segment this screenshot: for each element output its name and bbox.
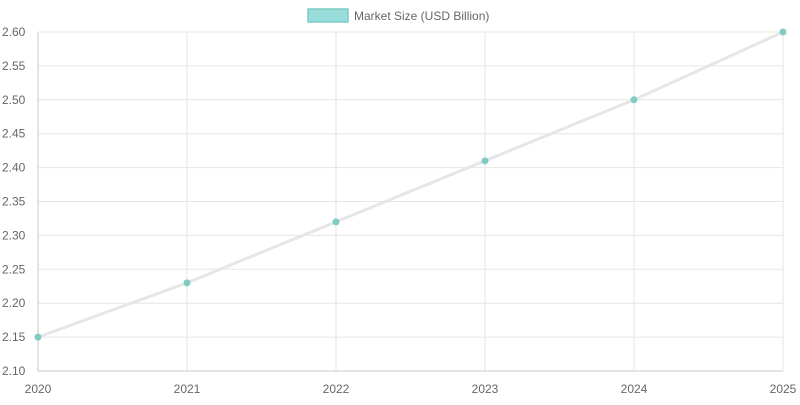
data-point[interactable] xyxy=(34,333,42,341)
y-tick-label: 2.50 xyxy=(2,93,26,107)
y-tick-label: 2.20 xyxy=(2,296,26,310)
y-tick-label: 2.30 xyxy=(2,228,26,242)
y-tick-label: 2.35 xyxy=(2,195,26,209)
y-axis-tick-labels: 2.10 2.15 2.20 2.25 2.30 2.35 2.40 2.45 2.50 2.55… xyxy=(2,25,26,378)
series-market-size xyxy=(34,28,787,341)
series-line xyxy=(37,30,784,339)
x-tick-label: 2025 xyxy=(770,382,797,396)
x-tick-label: 2024 xyxy=(621,382,648,396)
y-tick-label: 2.15 xyxy=(2,330,26,344)
x-tick-label: 2023 xyxy=(472,382,499,396)
data-point[interactable] xyxy=(183,279,191,287)
x-tick-label: 2021 xyxy=(174,382,201,396)
axes xyxy=(37,32,783,372)
y-tick-label: 2.60 xyxy=(2,25,26,39)
x-axis-tick-labels: 2020 2021 2022 2023 2024 2025 xyxy=(25,382,797,396)
legend-swatch[interactable] xyxy=(307,8,349,23)
legend-label[interactable]: Market Size (USD Billion) xyxy=(354,9,489,23)
y-tick-label: 2.25 xyxy=(2,262,26,276)
x-tick-label: 2020 xyxy=(25,382,52,396)
y-tick-label: 2.45 xyxy=(2,127,26,141)
x-tick-label: 2022 xyxy=(323,382,350,396)
data-point[interactable] xyxy=(630,96,638,104)
y-tick-label: 2.10 xyxy=(2,364,26,378)
data-point[interactable] xyxy=(779,28,787,36)
y-tick-label: 2.40 xyxy=(2,161,26,175)
data-point[interactable] xyxy=(481,157,489,165)
data-point[interactable] xyxy=(332,218,340,226)
y-tick-label: 2.55 xyxy=(2,59,26,73)
legend[interactable]: Market Size (USD Billion) xyxy=(307,8,489,23)
grid-lines xyxy=(38,31,784,371)
